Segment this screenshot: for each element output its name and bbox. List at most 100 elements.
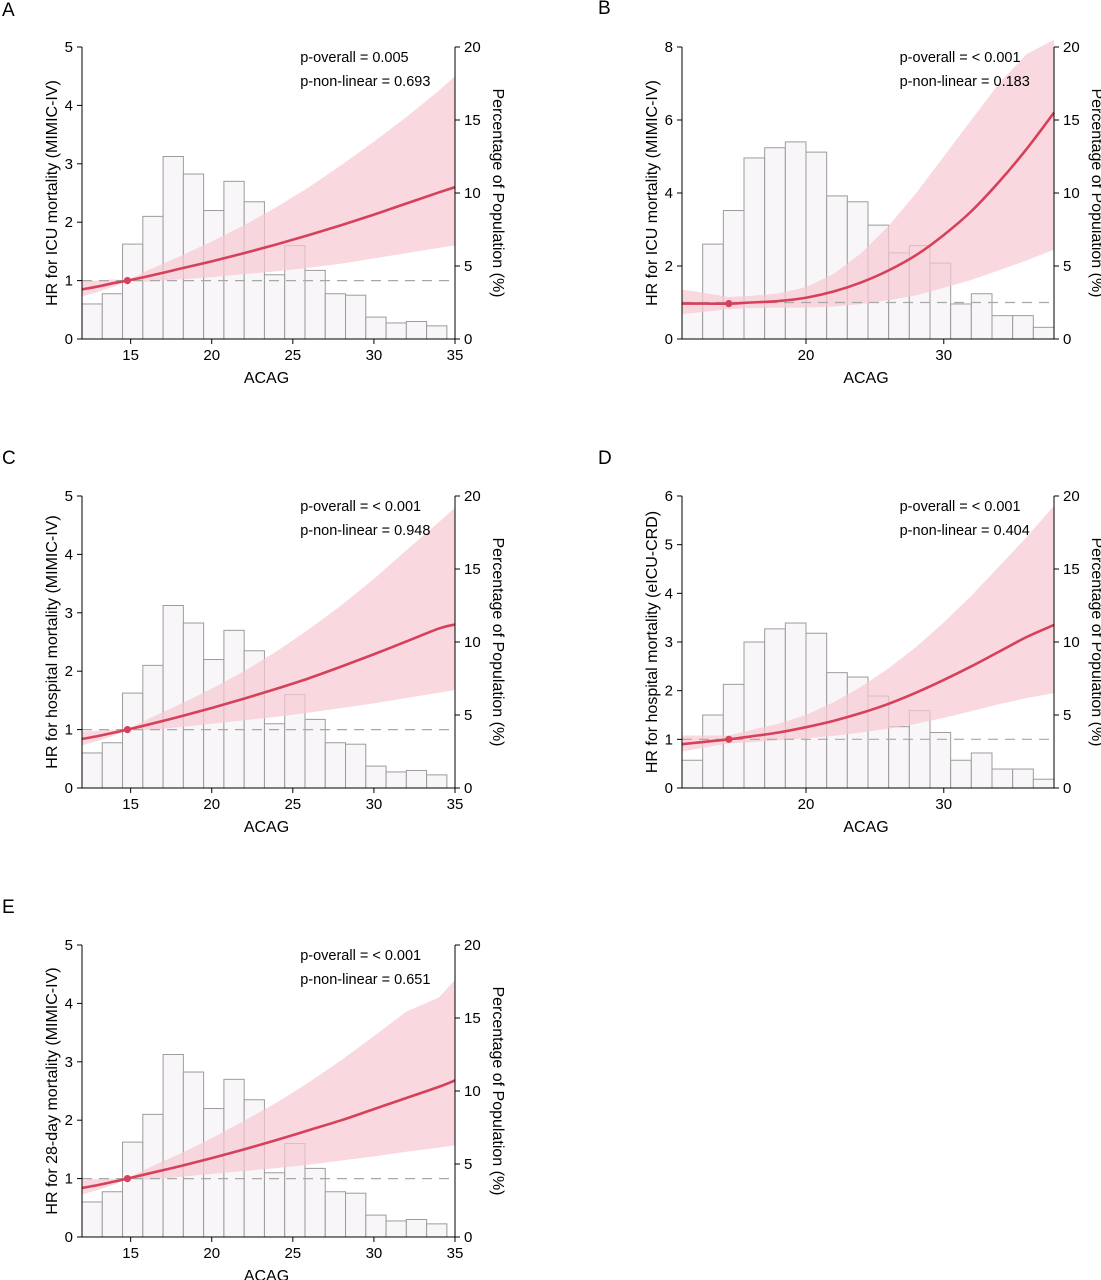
confidence-band — [82, 507, 455, 746]
histogram-bar — [1012, 768, 1034, 789]
panel-letter: D — [598, 448, 612, 469]
y-tick-label: 5 — [65, 488, 73, 505]
y-tick-label: 3 — [65, 156, 73, 173]
hr-curve — [681, 623, 1055, 746]
histogram-bar — [385, 1220, 407, 1238]
x-tick-label: 20 — [203, 1245, 220, 1262]
histogram-bar — [1032, 778, 1055, 789]
x-tick-label: 25 — [284, 796, 301, 813]
panel-letter: E — [2, 897, 15, 918]
histogram-bar — [385, 322, 407, 340]
histogram-bar — [681, 759, 704, 789]
x-tick-label: 20 — [798, 347, 815, 364]
x-tick-label: 25 — [284, 1245, 301, 1262]
x-tick-label: 30 — [366, 796, 383, 813]
y2-tick-label: 5 — [464, 258, 472, 275]
histogram-bar — [101, 1191, 124, 1238]
histogram-bar — [81, 303, 103, 340]
panel-a: A 0 1 2 3 4 5 0 5 10 15 20 15 20 25 30 35 ACAG HR for ICU … — [2, 0, 506, 387]
histogram-bar — [122, 243, 144, 340]
x-axis-label: ACAG — [843, 370, 888, 387]
reference-point — [725, 735, 733, 743]
y-tick-label: 3 — [65, 605, 73, 622]
histogram-bar — [122, 1141, 144, 1238]
y2-tick-label: 15 — [464, 561, 481, 578]
p-value-annotation: p-non-linear = 0.948 — [300, 523, 430, 539]
histogram-bar — [1012, 315, 1034, 340]
histogram-bar — [805, 151, 828, 340]
panel-e: E 0 1 2 3 4 5 0 5 10 15 20 15 20 25 30 35 ACAG HR for 28-d… — [2, 897, 506, 1280]
histogram-bar — [426, 774, 448, 789]
histogram-bar — [101, 293, 124, 340]
histogram-bar — [263, 723, 286, 789]
reference-point — [123, 726, 132, 734]
y2-tick-label: 5 — [1063, 707, 1071, 724]
x-axis-label: ACAG — [244, 1268, 289, 1280]
hr-curve — [81, 623, 456, 741]
y-tick-label: 2 — [65, 214, 73, 231]
confidence-band — [82, 76, 455, 297]
histogram-bar — [365, 316, 387, 340]
y2-tick-label: 10 — [1063, 185, 1080, 202]
y2-tick-label: 20 — [464, 488, 481, 505]
histogram-bar — [162, 156, 184, 340]
y-axis-label: HR for hospital mortality (MIMIC-IV) — [44, 515, 61, 768]
histogram-bar — [405, 769, 428, 789]
histogram-bar — [702, 243, 724, 340]
x-tick-label: 15 — [122, 796, 139, 813]
histogram-bar — [702, 714, 724, 789]
y2-tick-label: 15 — [464, 1010, 481, 1027]
y2-tick-label: 10 — [1063, 634, 1080, 651]
x-tick-label: 30 — [935, 796, 952, 813]
x-tick-label: 30 — [366, 1245, 383, 1262]
x-tick-label: 30 — [935, 347, 952, 364]
y-tick-label: 1 — [665, 731, 673, 748]
y-tick-label: 4 — [65, 995, 73, 1012]
y2-tick-label: 20 — [1063, 39, 1080, 56]
x-tick-label: 25 — [284, 347, 301, 364]
histogram-bar — [345, 294, 367, 340]
x-tick-label: 35 — [447, 796, 464, 813]
y2-tick-label: 15 — [1063, 112, 1080, 129]
panel-letter: A — [2, 0, 15, 21]
y2-tick-label: 10 — [464, 1083, 481, 1100]
reference-point — [725, 300, 733, 308]
p-value-annotation: p-non-linear = 0.693 — [300, 74, 430, 90]
histogram-bar — [426, 1223, 448, 1238]
histogram-bar — [324, 1191, 347, 1238]
p-value-annotation: p-overall = < 0.001 — [900, 50, 1021, 66]
x-tick-label: 20 — [798, 796, 815, 813]
histogram-bar — [405, 320, 428, 340]
y-axis-label: HR for 28-day mortality (MIMIC-IV) — [44, 967, 61, 1214]
y2-axis-label: Percentage of Population (%) — [1088, 88, 1101, 297]
p-value-annotation: p-overall = 0.005 — [300, 50, 408, 66]
histogram-bar — [950, 303, 972, 340]
histogram-bar — [81, 752, 103, 789]
histogram-bar — [784, 141, 807, 340]
histogram-bar — [743, 641, 766, 789]
histogram-bar — [365, 765, 387, 789]
y2-tick-label: 15 — [1063, 561, 1080, 578]
y-axis-label: HR for hospital mortality (eICU-CRD) — [644, 511, 661, 773]
y-tick-label: 4 — [665, 585, 673, 602]
y-tick-label: 0 — [65, 780, 73, 797]
x-axis-label: ACAG — [244, 370, 289, 387]
y-tick-label: 1 — [65, 722, 73, 739]
y2-axis-label: Percentage of Population (%) — [489, 537, 506, 746]
y-tick-label: 3 — [65, 1054, 73, 1071]
y2-tick-label: 20 — [1063, 488, 1080, 505]
y-tick-label: 0 — [65, 1229, 73, 1246]
histogram-bar — [970, 293, 993, 340]
y-tick-label: 6 — [665, 488, 673, 505]
x-tick-label: 30 — [366, 347, 383, 364]
y2-tick-label: 20 — [464, 937, 481, 954]
histogram-bar — [162, 1054, 184, 1238]
histogram-bar — [263, 1172, 286, 1238]
p-value-annotation: p-overall = < 0.001 — [300, 948, 421, 964]
histogram-bar — [405, 1218, 428, 1238]
x-axis-label: ACAG — [843, 819, 888, 836]
y-tick-label: 4 — [65, 546, 73, 563]
x-tick-label: 15 — [122, 1245, 139, 1262]
y2-tick-label: 0 — [1063, 780, 1071, 797]
